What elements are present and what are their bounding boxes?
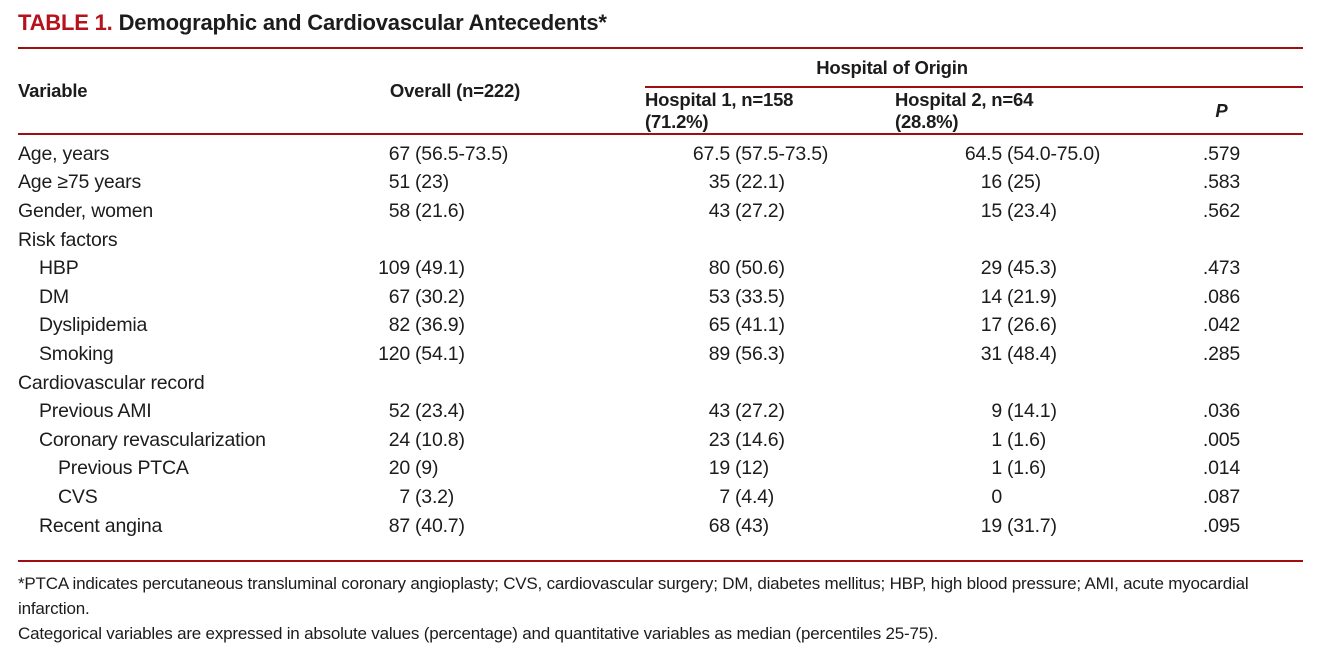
cell-overall: 87 (40.7) xyxy=(388,514,465,537)
cell-overall: 109 (49.1) xyxy=(378,257,465,280)
row-label: CVS xyxy=(58,485,98,508)
table-header: Variable Overall (n=222) Hospital of Ori… xyxy=(18,47,1303,135)
cell-hospital2: 14 (21.9) xyxy=(980,285,1057,308)
cell-hospital1: 43 (27.2) xyxy=(708,199,785,222)
footnote-variables: Categorical variables are expressed in a… xyxy=(18,624,938,644)
cell-overall: 52 (23.4) xyxy=(388,400,465,423)
table-title: TABLE 1. Demographic and Cardiovascular A… xyxy=(18,8,1303,38)
row-label: Recent angina xyxy=(39,514,163,537)
table-row: Gender, women 58 (21.6) 43 (27.2) 15 (23.4)… xyxy=(18,197,1303,226)
cell-p-value: .014 xyxy=(1202,457,1241,480)
cell-p-value: .579 xyxy=(1202,142,1241,165)
table-row: Coronary revascularization 24 (10.8) 23 (1… xyxy=(18,426,1303,455)
table-row: Age, years 67 (56.5-73.5) 67.5 (57.5-73.5)… xyxy=(18,140,1303,169)
cell-hospital2: 1 (1.6) xyxy=(991,428,1047,451)
cell-overall: 67 (30.2) xyxy=(388,285,465,308)
row-label: Smoking xyxy=(39,342,114,365)
row-label: Risk factors xyxy=(18,228,118,251)
cell-p-value: .562 xyxy=(1202,199,1241,222)
cell-p-value: .583 xyxy=(1202,171,1241,194)
row-label: Age, years xyxy=(18,142,110,165)
hospital-of-origin-group: Hospital of Origin Hospital 1, n=158 (71… xyxy=(645,49,1303,133)
cell-p-value: .005 xyxy=(1202,428,1241,451)
cell-hospital1: 89 (56.3) xyxy=(708,342,785,365)
cell-p-value: .473 xyxy=(1202,257,1241,280)
cell-p-value: .036 xyxy=(1202,400,1241,423)
cell-p-value: .086 xyxy=(1202,285,1241,308)
cell-hospital2: 9 (14.1) xyxy=(991,400,1057,423)
cell-hospital2: 0 xyxy=(991,485,1002,508)
table-body: Age, years 67 (56.5-73.5) 67.5 (57.5-73.5)… xyxy=(18,135,1303,563)
table-row: HBP 109 (49.1) 80 (50.6) 29 (45.3) .473 xyxy=(18,254,1303,283)
cell-hospital1: 43 (27.2) xyxy=(708,400,785,423)
table-row: Risk factors xyxy=(18,226,1303,255)
table-row: Previous AMI 52 (23.4) 43 (27.2) 9 (14.1) .… xyxy=(18,397,1303,426)
cell-hospital2: 15 (23.4) xyxy=(980,199,1057,222)
cell-hospital1: 67.5 (57.5-73.5) xyxy=(692,142,829,165)
table-title-text: Demographic and Cardiovascular Anteceden… xyxy=(118,10,607,35)
table-row: Cardiovascular record xyxy=(18,369,1303,398)
table-number: TABLE 1. xyxy=(18,10,113,35)
hospital-subheaders: Hospital 1, n=158 (71.2%) Hospital 2, n=… xyxy=(645,88,1303,133)
table-row: CVS 7 (3.2) 7 (4.4) 0 .087 xyxy=(18,483,1303,512)
row-label: HBP xyxy=(39,257,79,280)
cell-overall: 7 (3.2) xyxy=(399,485,455,508)
cell-overall: 120 (54.1) xyxy=(378,342,465,365)
table-footnotes: *PTCA indicates percutaneous translumina… xyxy=(18,571,1308,646)
cell-p-value: .042 xyxy=(1202,314,1241,337)
table-row: Dyslipidemia 82 (36.9) 65 (41.1) 17 (26.6) … xyxy=(18,312,1303,341)
cell-hospital1: 7 (4.4) xyxy=(719,485,775,508)
cell-hospital2: 17 (26.6) xyxy=(980,314,1057,337)
column-header-hospital2: Hospital 2, n=64 (28.8%) xyxy=(895,88,1034,132)
table-row: Previous PTCA 20 (9) 19 (12) 1 (1.6) .014 xyxy=(18,455,1303,484)
cell-overall: 24 (10.8) xyxy=(388,428,465,451)
row-label: Gender, women xyxy=(18,199,154,222)
column-header-overall: Overall (n=222) xyxy=(389,80,521,101)
table-row: Age ≥75 years 51 (23) 35 (22.1) 16 (25) .58… xyxy=(18,169,1303,198)
cell-hospital1: 19 (12) xyxy=(708,457,769,480)
row-label: Coronary revascularization xyxy=(39,428,266,451)
row-label: Previous AMI xyxy=(39,400,152,423)
cell-hospital1: 68 (43) xyxy=(708,514,769,537)
cell-hospital2: 29 (45.3) xyxy=(980,257,1057,280)
data-table: Variable Overall (n=222) Hospital of Ori… xyxy=(18,47,1303,563)
row-label: Dyslipidemia xyxy=(39,314,148,337)
cell-overall: 20 (9) xyxy=(388,457,439,480)
row-label: DM xyxy=(39,285,69,308)
row-label: Previous PTCA xyxy=(58,457,189,480)
cell-overall: 82 (36.9) xyxy=(388,314,465,337)
row-label: Age ≥75 years xyxy=(18,171,142,194)
table-row: Recent angina 87 (40.7) 68 (43) 19 (31.7) .… xyxy=(18,512,1303,541)
cell-hospital2: 64.5 (54.0-75.0) xyxy=(964,142,1101,165)
cell-p-value: .285 xyxy=(1202,342,1241,365)
table-row: Smoking 120 (54.1) 89 (56.3) 31 (48.4) .285 xyxy=(18,340,1303,369)
row-label: Cardiovascular record xyxy=(18,371,205,394)
cell-hospital1: 23 (14.6) xyxy=(708,428,785,451)
cell-overall: 67 (56.5-73.5) xyxy=(388,142,509,165)
cell-hospital2: 1 (1.6) xyxy=(991,457,1047,480)
cell-p-value: .087 xyxy=(1202,485,1241,508)
column-header-p-value: P xyxy=(1215,99,1228,121)
column-header-hospital1: Hospital 1, n=158 (71.2%) xyxy=(645,88,794,132)
cell-hospital1: 80 (50.6) xyxy=(708,257,785,280)
cell-p-value: .095 xyxy=(1202,514,1241,537)
column-header-variable: Variable xyxy=(18,80,88,101)
cell-hospital1: 35 (22.1) xyxy=(708,171,785,194)
hospital-of-origin-spanner: Hospital of Origin xyxy=(645,49,1303,88)
cell-overall: 51 (23) xyxy=(388,171,449,194)
cell-hospital2: 19 (31.7) xyxy=(980,514,1057,537)
cell-hospital2: 16 (25) xyxy=(980,171,1041,194)
table-row: DM 67 (30.2) 53 (33.5) 14 (21.9) .086 xyxy=(18,283,1303,312)
cell-hospital1: 53 (33.5) xyxy=(708,285,785,308)
footnote-abbreviations: *PTCA indicates percutaneous translumina… xyxy=(18,574,1249,619)
cell-overall: 58 (21.6) xyxy=(388,199,465,222)
cell-hospital2: 31 (48.4) xyxy=(980,342,1057,365)
cell-hospital1: 65 (41.1) xyxy=(708,314,785,337)
